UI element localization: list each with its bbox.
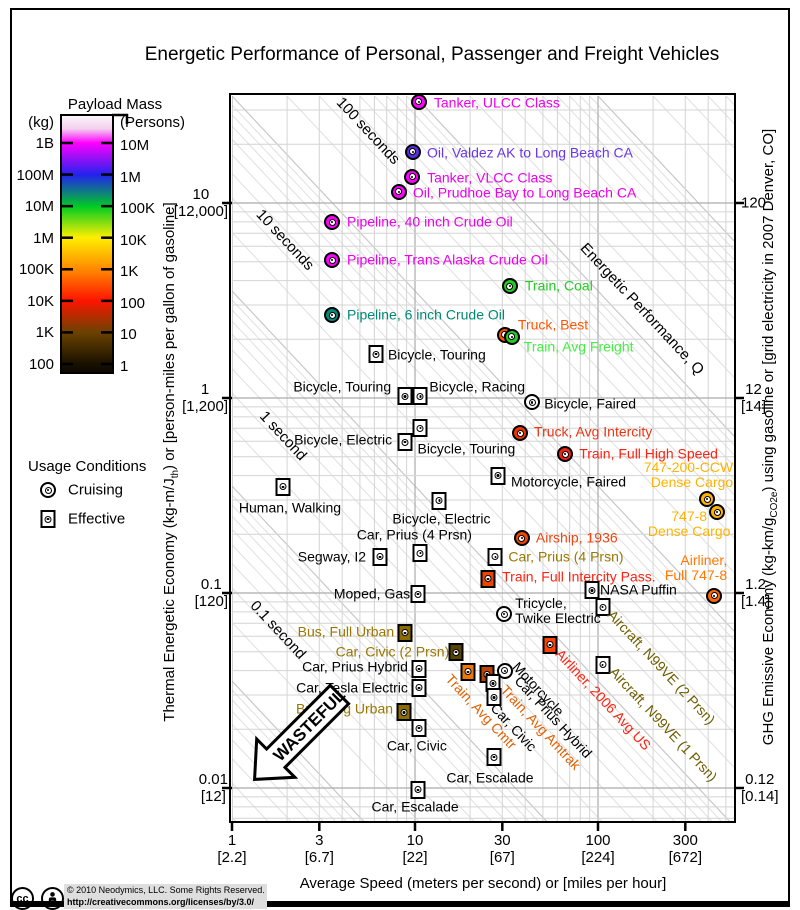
- colorbar-kg-tick: 10K: [27, 292, 54, 310]
- colorbar-kg-tick: 100: [28, 355, 54, 373]
- wasteful-arrow-text: WASTEFUL: [270, 686, 350, 766]
- usage-legend-effective-label: Effective: [68, 510, 126, 528]
- colorbar-persons-tick: 1: [120, 357, 129, 375]
- person-icon: [48, 892, 57, 905]
- colorbar-kg-tick: 1M: [33, 229, 54, 247]
- colorbar-kg-tick: 10M: [24, 198, 54, 216]
- colorbar-persons-tick: 10: [120, 326, 137, 344]
- colorbar-persons-tick: 1M: [120, 168, 141, 186]
- colorbar-gradient: [60, 114, 114, 374]
- copyright-text: © 2010 Neodymics, LLC. Some Rights Reser…: [67, 885, 265, 895]
- cc-attribution-person-icon: [41, 887, 64, 910]
- colorbar-persons-unit: (Persons): [120, 114, 186, 131]
- colorbar-kg-tick: 100M: [16, 166, 54, 184]
- colorbar-persons-tick: 1K: [120, 263, 139, 281]
- colorbar-kg-unit: (kg): [28, 114, 54, 131]
- effective-square-icon: [40, 510, 56, 528]
- license-url[interactable]: http://creativecommons.org/licenses/by/3…: [67, 897, 255, 907]
- x-axis-label: Average Speed (meters per second) or [mi…: [299, 875, 667, 892]
- colorbar-title: Payload Mass: [67, 96, 163, 113]
- colorbar-kg-tick: 1B: [35, 135, 54, 152]
- license-text-box: © 2010 Neodymics, LLC. Some Rights Reser…: [64, 884, 267, 909]
- colorbar-persons-tick: 100: [120, 294, 146, 312]
- colorbar-kg-tick: 1K: [35, 324, 54, 342]
- wasteful-arrow-shape: [252, 683, 351, 782]
- usage-legend-title: Usage Conditions: [28, 458, 147, 475]
- colorbar-persons-tick: 100K: [120, 200, 156, 218]
- colorbar-persons-tick: 10M: [120, 137, 150, 154]
- colorbar-persons-tick: 10K: [120, 231, 147, 249]
- outer-frame: [10, 8, 790, 907]
- usage-legend-cruising-label: Cruising: [68, 481, 124, 499]
- cruising-bullseye-icon: [40, 482, 56, 498]
- cc-logo-icon: cc: [11, 887, 34, 910]
- colorbar-kg-tick: 100K: [18, 261, 54, 279]
- page-title: Energetic Performance of Personal, Passe…: [144, 44, 720, 65]
